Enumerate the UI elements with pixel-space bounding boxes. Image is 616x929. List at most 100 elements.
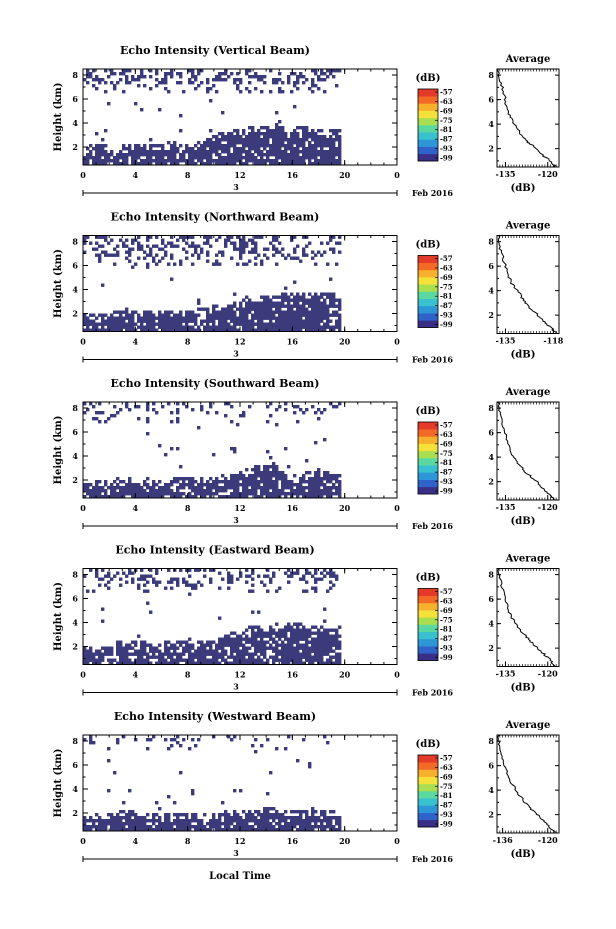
echo-cell — [224, 238, 228, 242]
echo-cell — [206, 652, 210, 656]
echo-cell — [89, 241, 93, 245]
echo-cell — [146, 486, 150, 490]
echo-cell — [113, 253, 117, 257]
echo-cell — [281, 816, 285, 820]
echo-cell — [89, 816, 93, 820]
echo-cell — [185, 822, 189, 826]
echo-cell — [287, 147, 291, 151]
echo-cell — [326, 471, 330, 475]
echo-cell — [218, 328, 222, 332]
echo-cell — [260, 316, 264, 320]
echo-cell — [95, 87, 99, 91]
echo-cell — [242, 828, 246, 832]
echo-cell — [278, 132, 282, 136]
echo-cell — [326, 262, 330, 266]
echo-cell — [194, 319, 198, 323]
echo-cell — [110, 153, 114, 157]
echo-cell — [311, 301, 315, 305]
echo-cell — [152, 735, 156, 739]
echo-cell — [254, 486, 258, 490]
echo-cell — [260, 132, 264, 136]
echo-cell — [167, 159, 171, 163]
echo-cell — [224, 402, 228, 406]
echo-cell — [308, 304, 312, 308]
echo-cell — [206, 483, 210, 487]
echo-cell — [179, 81, 183, 85]
echo-cell — [95, 652, 99, 656]
echo-cell — [335, 313, 339, 317]
echo-cell — [332, 655, 336, 659]
echo-cell — [311, 405, 315, 409]
echo-cell — [152, 489, 156, 493]
echo-cell — [104, 492, 108, 496]
echo-cell — [251, 643, 255, 647]
echo-cell — [86, 153, 90, 157]
echo-cell — [251, 477, 255, 481]
echo-cell — [263, 153, 267, 157]
echo-cell — [239, 825, 243, 829]
echo-cell — [236, 483, 240, 487]
echo-cell — [158, 643, 162, 647]
echo-cell — [320, 78, 324, 82]
echo-cell — [239, 483, 243, 487]
echo-cell — [152, 580, 156, 584]
echo-cell — [272, 628, 276, 632]
profile-xlabel: (dB) — [511, 516, 536, 527]
echo-cell — [266, 450, 270, 454]
echo-cell — [323, 471, 327, 475]
y-axis-label: Height (km) — [53, 416, 64, 485]
echo-cell — [155, 495, 159, 499]
echo-cell — [251, 589, 255, 593]
echo-cell — [224, 489, 228, 493]
echo-cell — [197, 828, 201, 832]
echo-cell — [143, 310, 147, 314]
echo-cell — [110, 72, 114, 76]
echo-cell — [239, 250, 243, 254]
echo-cell — [326, 150, 330, 154]
echo-cell — [170, 411, 174, 415]
echo-cell — [242, 129, 246, 133]
echo-cell — [293, 628, 297, 632]
echo-cell — [275, 301, 279, 305]
echo-cell — [209, 235, 213, 239]
echo-cell — [230, 319, 234, 323]
echo-cell — [185, 495, 189, 499]
echo-cell — [179, 153, 183, 157]
echo-cell — [275, 141, 279, 145]
echo-cell — [92, 328, 96, 332]
echo-cell — [176, 402, 180, 406]
echo-cell — [146, 432, 150, 436]
echo-cell — [176, 322, 180, 326]
echo-cell — [248, 147, 252, 151]
echo-cell — [296, 162, 300, 166]
echo-cell — [149, 159, 153, 163]
echo-cell — [218, 159, 222, 163]
echo-cell — [296, 634, 300, 638]
echo-cell — [125, 307, 129, 311]
echo-cell — [224, 162, 228, 166]
echo-cell — [212, 453, 216, 457]
echo-cell — [179, 486, 183, 490]
echo-cell — [320, 313, 324, 317]
profile-ytick-label: 4 — [488, 785, 494, 795]
echo-cell — [107, 156, 111, 160]
echo-cell — [314, 655, 318, 659]
echo-cell — [257, 471, 261, 475]
echo-cell — [158, 322, 162, 326]
echo-cell — [326, 634, 330, 638]
date-label: Feb 2016 — [412, 688, 453, 698]
echo-cell — [293, 162, 297, 166]
echo-cell — [269, 631, 273, 635]
echo-cell — [239, 316, 243, 320]
echo-cell — [323, 628, 327, 632]
echo-cell — [329, 147, 333, 151]
echo-cell — [284, 256, 288, 260]
echo-cell — [137, 489, 141, 493]
echo-cell — [272, 244, 276, 248]
echo-cell — [311, 649, 315, 653]
echo-cell — [281, 634, 285, 638]
profile-ytick-label: 6 — [488, 594, 494, 604]
echo-cell — [311, 144, 315, 148]
echo-cell — [206, 643, 210, 647]
echo-cell — [260, 138, 264, 142]
